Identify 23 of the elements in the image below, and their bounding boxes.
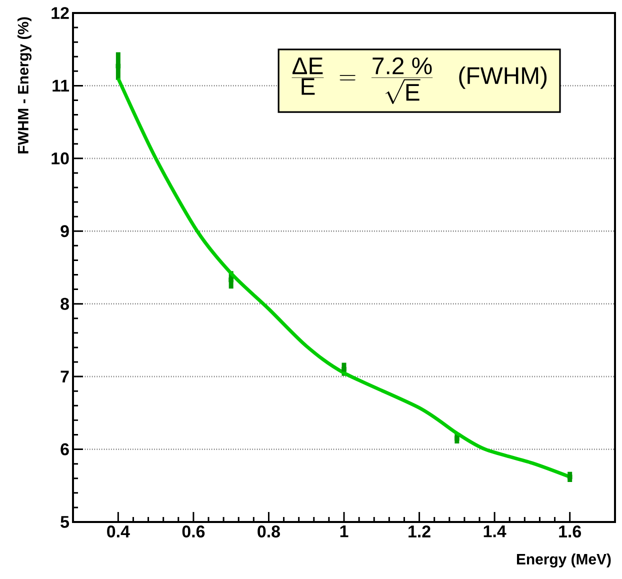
y-tick-label: 10 bbox=[52, 152, 69, 164]
x-tick-label: 0.8 bbox=[258, 526, 280, 538]
x-tick-label: 1 bbox=[340, 526, 348, 538]
x-tick-label: 1.4 bbox=[484, 526, 506, 538]
x-tick-label: 0.4 bbox=[107, 526, 130, 538]
point bbox=[116, 64, 121, 68]
y-tick-label: 12 bbox=[52, 7, 69, 19]
y-tick-label: 5 bbox=[60, 516, 70, 528]
annotation: $\frac{\mbox{ΔE}}{\mbox{E}}\;=\;\frac{\mbox{7.2 \%}}{\sqrt{\mbox{E}}}\quad\mbox{(FWHM)}$ bbox=[292, 57, 547, 104]
y-tick-label: 9 bbox=[60, 225, 69, 238]
point bbox=[342, 366, 346, 372]
y-axis-title: FWHM - Energy (%) bbox=[17, 17, 32, 154]
x-tick-label: 1.6 bbox=[559, 526, 582, 538]
point bbox=[228, 277, 234, 282]
y-tick-label: 8 bbox=[60, 298, 69, 310]
x-axis-title: Energy (MeV) bbox=[516, 554, 611, 568]
x-tick-label: 1.2 bbox=[408, 526, 430, 538]
x-tick-label: 0.6 bbox=[182, 526, 205, 538]
y-tick-label: 7 bbox=[60, 370, 69, 382]
y-tick-label: 11 bbox=[52, 80, 70, 92]
point bbox=[567, 474, 572, 480]
y-tick-label: 6 bbox=[60, 443, 69, 456]
point bbox=[454, 436, 460, 441]
